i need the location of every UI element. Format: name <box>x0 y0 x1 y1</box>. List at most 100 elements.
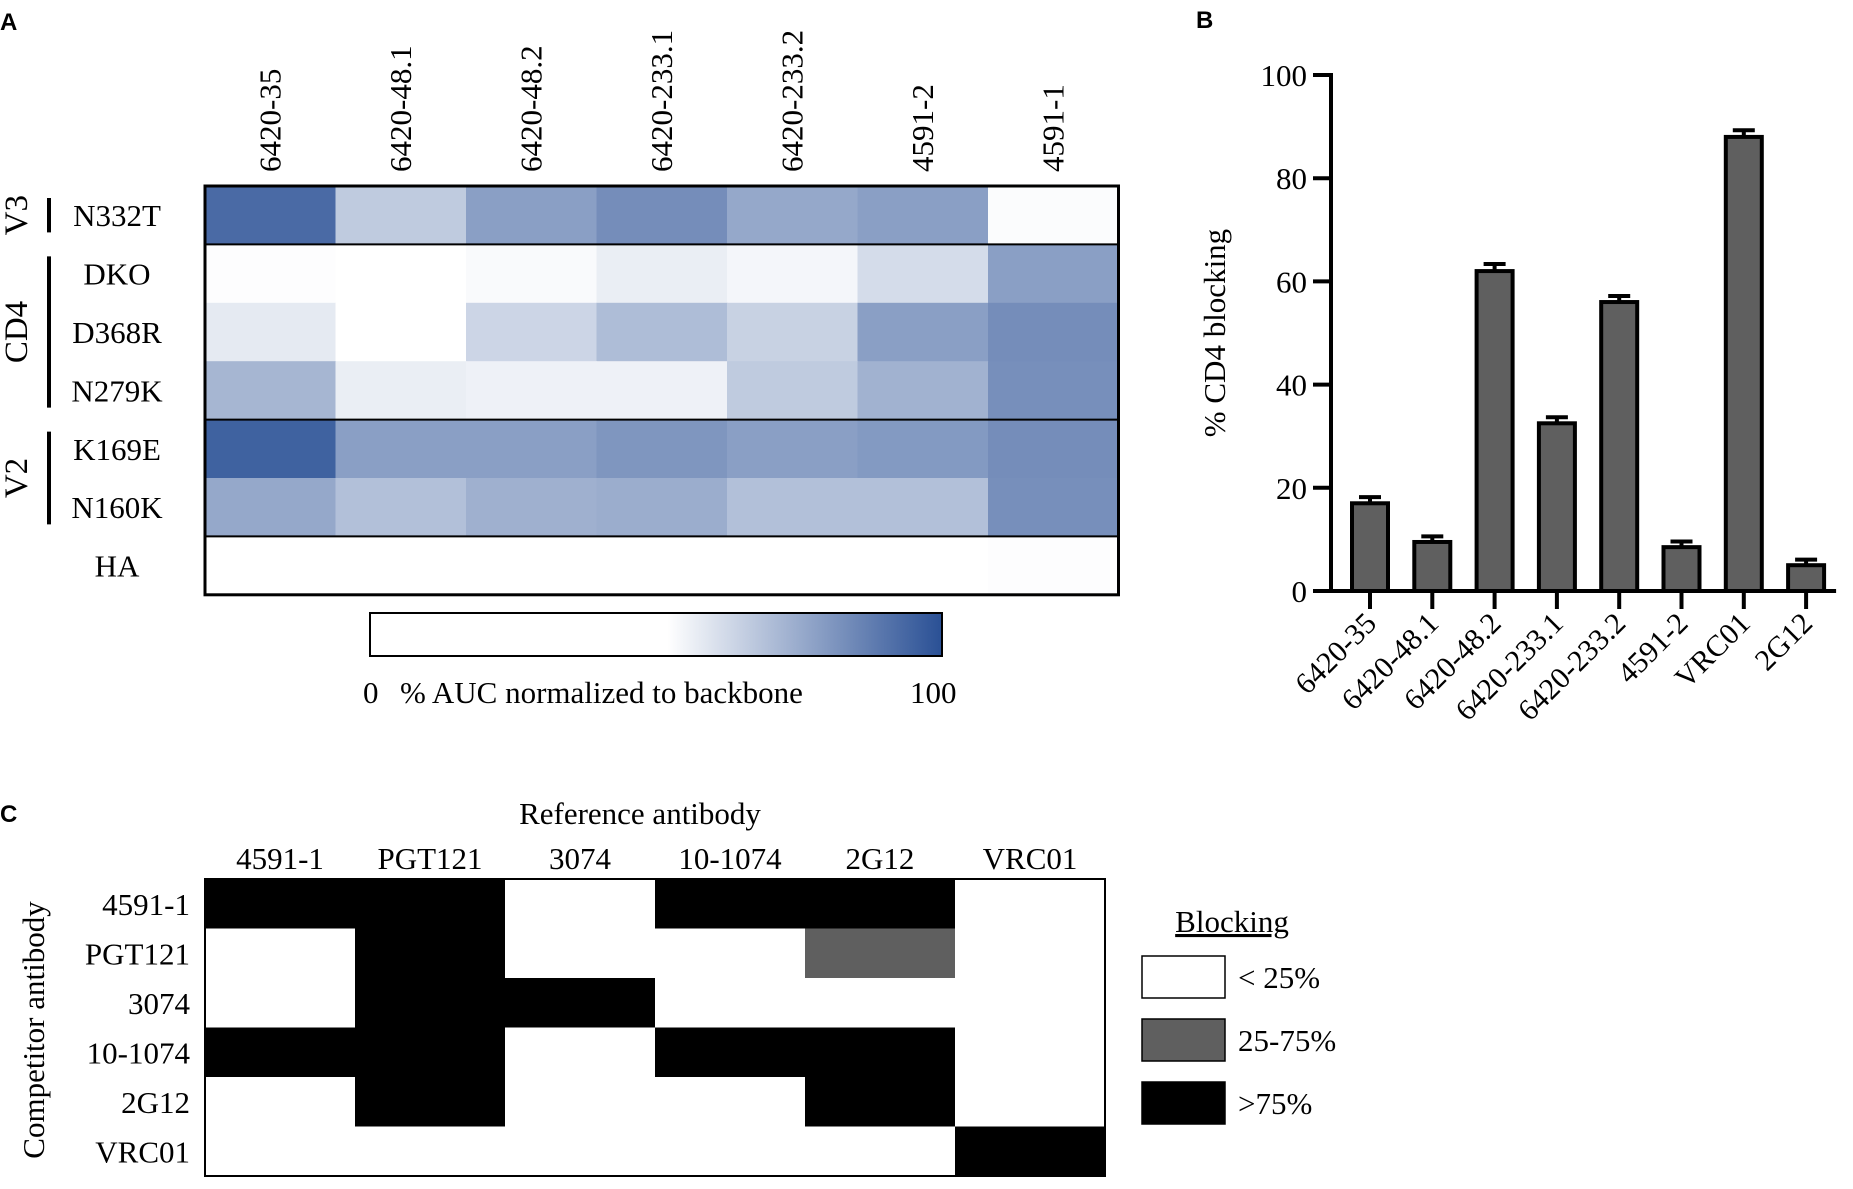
x-axis-tick-label: 2G12 <box>1749 607 1819 677</box>
heatmap-cell <box>596 361 728 421</box>
y-axis-tick-label: 60 <box>1276 264 1307 299</box>
heatmap-column-label: 6420-233.2 <box>774 30 809 172</box>
competition-cell <box>655 1126 806 1177</box>
heatmap-cell <box>335 302 467 362</box>
legend-label: 25-75% <box>1238 1023 1336 1058</box>
heatmap-cell <box>727 186 859 245</box>
heatmap-cell <box>727 361 859 421</box>
heatmap-cell <box>205 302 337 362</box>
y-axis-title: % CD4 blocking <box>1197 229 1232 437</box>
competition-cell <box>205 928 356 979</box>
heatmap-cell <box>335 478 467 537</box>
heatmap-row-label: HA <box>95 549 140 584</box>
competition-column-label: 10-1074 <box>678 841 782 876</box>
heatmap-cell <box>988 244 1120 304</box>
heatmap-cell <box>988 186 1120 245</box>
competition-cell <box>805 1027 956 1078</box>
heatmap-cell <box>727 478 859 537</box>
heatmap-cell <box>988 478 1120 537</box>
heatmap-cell <box>335 186 467 245</box>
competition-column-label: VRC01 <box>983 841 1078 876</box>
heatmap-cell <box>596 419 728 479</box>
heatmap-cell <box>335 536 467 596</box>
y-axis-tick-label: 20 <box>1276 471 1307 506</box>
competition-row-label: 2G12 <box>121 1085 190 1120</box>
competition-row-label: 3074 <box>128 986 191 1021</box>
bar <box>1661 545 1702 594</box>
legend-swatch <box>1141 1018 1226 1062</box>
y-axis-tick-label: 100 <box>1261 58 1308 93</box>
heatmap-cell <box>988 536 1120 596</box>
competition-cell <box>355 928 506 979</box>
competition-cell <box>955 879 1106 930</box>
panel-c-competition-grid: Reference antibody 4591-1 PGT121 3074 10-107… <box>16 796 1336 1177</box>
competition-row-label: 4591-1 <box>102 887 190 922</box>
heatmap-cell <box>205 536 337 596</box>
heatmap-column-label: 6420-35 <box>252 69 287 172</box>
heatmap-cell <box>205 186 337 245</box>
heatmap-cell <box>596 302 728 362</box>
bar <box>1599 300 1640 593</box>
legend-label: >75% <box>1238 1086 1312 1121</box>
y-axis-tick-label: 80 <box>1276 161 1307 196</box>
heatmap-column-label: 6420-48.1 <box>383 45 418 172</box>
heatmap-row-label: D368R <box>72 315 162 350</box>
heatmap-row-label: N279K <box>71 373 163 408</box>
heatmap-row-label: N332T <box>73 198 161 233</box>
heatmap-cell <box>727 536 859 596</box>
competition-column-label: 2G12 <box>846 841 915 876</box>
heatmap-row-label: DKO <box>83 257 150 292</box>
heatmap-cell <box>466 536 598 596</box>
heatmap-row-label: N160K <box>71 490 163 525</box>
competition-column-label: 3074 <box>549 841 612 876</box>
heatmap-row-label: K169E <box>73 432 161 467</box>
competition-cell <box>355 978 506 1029</box>
competition-row-label: PGT121 <box>85 936 190 971</box>
heatmap-cell <box>335 244 467 304</box>
y-axis-title: Competitor antibody <box>16 901 51 1159</box>
heatmap-cell <box>596 478 728 537</box>
heatmap-cell <box>335 361 467 421</box>
legend-swatch <box>1141 1081 1226 1125</box>
competition-cell <box>355 1126 506 1177</box>
competition-column-label: PGT121 <box>377 841 482 876</box>
competition-column-label: 4591-1 <box>236 841 324 876</box>
competition-cell <box>955 1126 1106 1177</box>
competition-cell <box>805 978 956 1029</box>
competition-cell <box>355 1077 506 1128</box>
heatmap-cell <box>466 244 598 304</box>
colorbar <box>369 612 943 657</box>
competition-cell <box>805 928 956 979</box>
competition-cell <box>205 1027 356 1078</box>
heatmap-cell <box>205 244 337 304</box>
bar <box>1723 134 1764 593</box>
group-label: V3 <box>0 195 35 235</box>
group-label: CD4 <box>0 301 35 363</box>
competition-cell <box>505 1027 656 1078</box>
heatmap-cell <box>857 361 989 421</box>
competition-cell <box>805 1126 956 1177</box>
competition-cell <box>655 879 806 930</box>
legend-label: < 25% <box>1238 960 1320 995</box>
heatmap-cell <box>466 478 598 537</box>
heatmap-cell <box>857 302 989 362</box>
bar <box>1412 539 1453 593</box>
competition-grid-frame <box>204 878 1106 1177</box>
heatmap-cell <box>857 419 989 479</box>
competition-cell <box>355 1027 506 1078</box>
heatmap-cell <box>596 186 728 245</box>
competition-cell <box>505 1077 656 1128</box>
competition-cell <box>955 928 1106 979</box>
legend-title: Blocking <box>1175 904 1289 939</box>
colorbar-max-label: 100 <box>910 675 957 710</box>
heatmap-cell <box>727 244 859 304</box>
competition-cell <box>505 879 656 930</box>
competition-cell <box>655 928 806 979</box>
heatmap-cell <box>466 419 598 479</box>
competition-cell <box>805 879 956 930</box>
heatmap-cell <box>857 244 989 304</box>
heatmap-cell <box>205 419 337 479</box>
bar <box>1536 421 1577 593</box>
heatmap-frame <box>203 184 1120 597</box>
